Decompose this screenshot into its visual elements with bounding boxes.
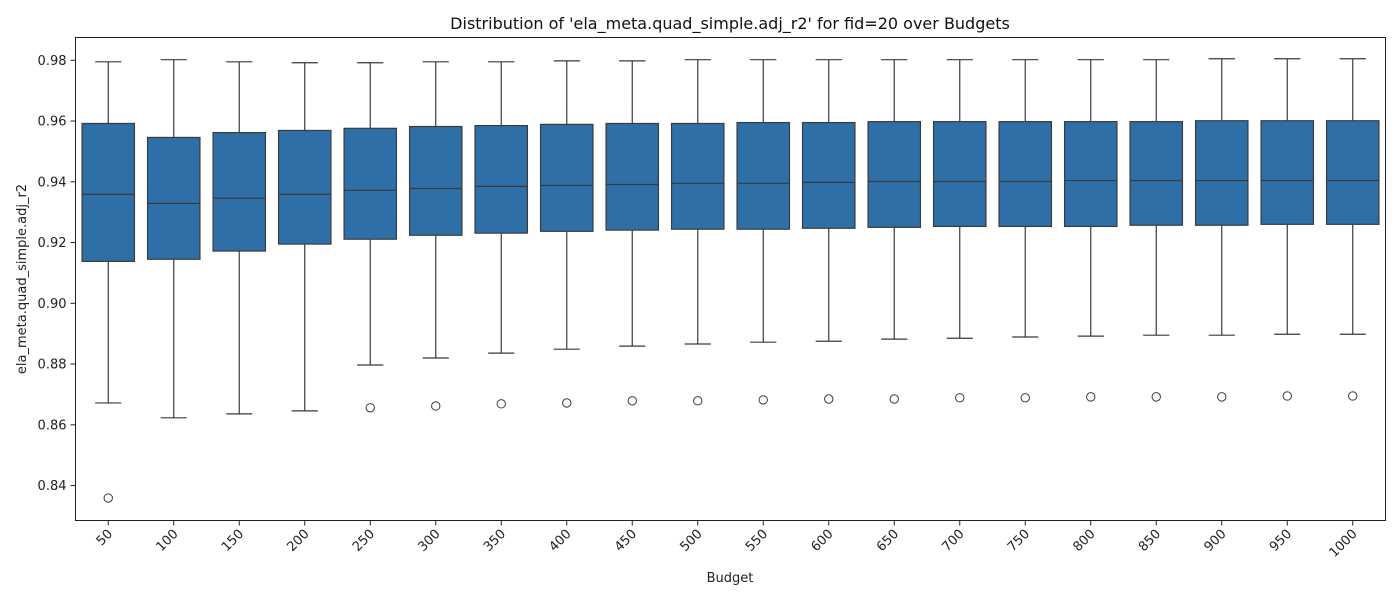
y-tick-label: 0.90 <box>38 297 67 312</box>
x-tick-label: 300 <box>415 527 443 555</box>
iqr-box <box>1063 121 1118 228</box>
iqr-box <box>474 124 529 234</box>
y-tick-label: 0.84 <box>38 479 67 494</box>
outlier-point <box>758 395 768 405</box>
outlier-point <box>955 393 965 403</box>
box-group-950 <box>1260 58 1315 401</box>
iqr-box <box>343 127 398 240</box>
iqr-box <box>1325 120 1380 225</box>
iqr-box <box>146 136 201 260</box>
x-tick-label: 100 <box>153 527 181 555</box>
box-group-600 <box>801 59 856 404</box>
box-group-500 <box>670 59 725 406</box>
x-tick-label: 750 <box>1005 527 1033 555</box>
box-group-250 <box>343 62 398 413</box>
box-group-550 <box>736 59 791 405</box>
iqr-box <box>408 125 463 236</box>
box-group-750 <box>998 59 1053 403</box>
x-axis-title: Budget <box>707 571 754 586</box>
iqr-box <box>998 121 1053 228</box>
box-group-900 <box>1194 58 1249 402</box>
x-tick-label: 800 <box>1070 527 1098 555</box>
x-tick-label: 700 <box>939 527 967 555</box>
x-tick-label: 650 <box>874 527 902 555</box>
iqr-box <box>801 121 856 229</box>
outlier-point <box>1282 391 1292 401</box>
x-tick-label: 150 <box>219 527 247 555</box>
x-tick-label: 350 <box>481 527 509 555</box>
y-tick-label: 0.98 <box>38 54 67 69</box>
x-tick-label: 500 <box>677 527 705 555</box>
y-axis: 0.84 0.86 0.88 0.90 0.92 0.94 0.96 0.98 <box>38 54 76 494</box>
x-tick-label: 900 <box>1201 527 1229 555</box>
iqr-box <box>212 131 267 252</box>
iqr-box <box>1194 120 1249 226</box>
x-tick-label: 550 <box>743 527 771 555</box>
box-group-200 <box>277 62 332 412</box>
x-tick-label: 600 <box>808 527 836 555</box>
outlier-point <box>889 394 899 404</box>
x-tick-label: 450 <box>612 527 640 555</box>
box-group-800 <box>1063 59 1118 402</box>
y-tick-label: 0.92 <box>38 236 67 251</box>
outlier-point <box>627 396 637 406</box>
x-tick-label: 950 <box>1267 527 1295 555</box>
iqr-box <box>277 129 332 245</box>
outlier-point <box>693 396 703 406</box>
box-group-350 <box>474 61 529 409</box>
box-group-700 <box>932 59 987 403</box>
box-group-100 <box>146 59 201 419</box>
x-axis: 50 100 150 200 250 300 350 400 450 500 550 600 650 70… <box>94 520 1361 561</box>
x-tick-label: 400 <box>546 527 574 555</box>
x-tick-label: 1000 <box>1327 527 1361 561</box>
outlier-point <box>1151 392 1161 402</box>
y-tick-label: 0.86 <box>38 418 67 433</box>
x-tick-label: 250 <box>350 527 378 555</box>
y-tick-label: 0.96 <box>38 115 67 130</box>
box-group-300 <box>408 61 463 411</box>
chart-title: Distribution of 'ela_meta.quad_simple.ad… <box>450 14 1010 34</box>
box-group-650 <box>867 59 922 404</box>
box-group-150 <box>212 61 267 415</box>
outlier-point <box>562 398 572 408</box>
outlier-point <box>103 493 113 503</box>
box-group-400 <box>539 60 594 408</box>
iqr-box <box>670 122 725 230</box>
x-tick-label: 50 <box>94 527 116 549</box>
y-axis-title: ela_meta.quad_simple.adj_r2 <box>15 184 30 374</box>
outlier-point <box>365 403 375 413</box>
outlier-point <box>1086 392 1096 402</box>
iqr-box <box>605 122 660 231</box>
outlier-point <box>1217 392 1227 402</box>
iqr-box <box>539 123 594 232</box>
outlier-point <box>496 399 506 409</box>
outlier-point <box>1348 391 1358 401</box>
plot-area <box>81 58 1380 503</box>
iqr-box <box>867 121 922 228</box>
box-group-50 <box>81 61 136 503</box>
x-tick-label: 200 <box>284 527 312 555</box>
y-tick-label: 0.94 <box>38 175 67 190</box>
box-group-850 <box>1129 59 1184 402</box>
plot-frame <box>75 37 1386 521</box>
y-tick-label: 0.88 <box>38 358 67 373</box>
iqr-box <box>932 121 987 228</box>
iqr-box <box>81 122 136 262</box>
iqr-box <box>736 121 791 230</box>
box-group-1000 <box>1325 58 1380 401</box>
iqr-box <box>1260 120 1315 225</box>
box-group-450 <box>605 60 660 406</box>
outlier-point <box>431 401 441 411</box>
x-tick-label: 850 <box>1136 527 1164 555</box>
iqr-box <box>1129 121 1184 226</box>
outlier-point <box>824 394 834 404</box>
outlier-point <box>1020 393 1030 403</box>
